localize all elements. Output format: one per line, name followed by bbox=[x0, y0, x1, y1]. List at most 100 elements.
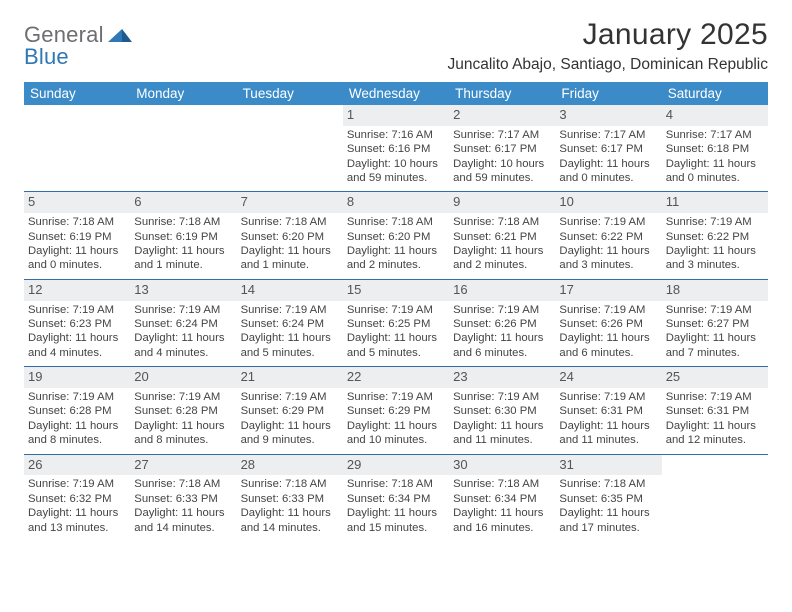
sunrise-line: Sunrise: 7:18 AM bbox=[453, 477, 551, 491]
day-number: 29 bbox=[343, 455, 449, 476]
daylight-line-1: Daylight: 11 hours bbox=[134, 419, 232, 433]
sunrise-line: Sunrise: 7:19 AM bbox=[134, 390, 232, 404]
daylight-line-1: Daylight: 11 hours bbox=[666, 331, 764, 345]
sunrise-line: Sunrise: 7:19 AM bbox=[28, 390, 126, 404]
sunset-line: Sunset: 6:22 PM bbox=[559, 230, 657, 244]
daylight-line-2: and 14 minutes. bbox=[134, 521, 232, 535]
calendar-cell: 29Sunrise: 7:18 AMSunset: 6:34 PMDayligh… bbox=[343, 454, 449, 541]
day-number: 21 bbox=[237, 367, 343, 388]
daylight-line-2: and 0 minutes. bbox=[559, 171, 657, 185]
daylight-line-2: and 12 minutes. bbox=[666, 433, 764, 447]
daylight-line-2: and 13 minutes. bbox=[28, 521, 126, 535]
calendar-header-row: SundayMondayTuesdayWednesdayThursdayFrid… bbox=[24, 82, 768, 105]
daylight-line-2: and 16 minutes. bbox=[453, 521, 551, 535]
calendar-body: 1Sunrise: 7:16 AMSunset: 6:16 PMDaylight… bbox=[24, 105, 768, 541]
sunset-line: Sunset: 6:19 PM bbox=[134, 230, 232, 244]
daylight-line-2: and 2 minutes. bbox=[347, 258, 445, 272]
calendar-cell bbox=[24, 105, 130, 192]
daylight-line-1: Daylight: 11 hours bbox=[347, 331, 445, 345]
day-number: 10 bbox=[555, 192, 661, 213]
calendar-cell: 27Sunrise: 7:18 AMSunset: 6:33 PMDayligh… bbox=[130, 454, 236, 541]
daylight-line-1: Daylight: 10 hours bbox=[453, 157, 551, 171]
sunrise-line: Sunrise: 7:19 AM bbox=[666, 303, 764, 317]
daylight-line-2: and 2 minutes. bbox=[453, 258, 551, 272]
weekday-header: Thursday bbox=[449, 82, 555, 105]
calendar-cell: 11Sunrise: 7:19 AMSunset: 6:22 PMDayligh… bbox=[662, 192, 768, 279]
brand-logo: GeneralBlue bbox=[24, 18, 132, 68]
daylight-line-2: and 3 minutes. bbox=[666, 258, 764, 272]
sunset-line: Sunset: 6:31 PM bbox=[666, 404, 764, 418]
day-number: 6 bbox=[130, 192, 236, 213]
sunrise-line: Sunrise: 7:19 AM bbox=[453, 303, 551, 317]
sunset-line: Sunset: 6:33 PM bbox=[241, 492, 339, 506]
sunrise-line: Sunrise: 7:19 AM bbox=[559, 303, 657, 317]
daylight-line-1: Daylight: 11 hours bbox=[453, 331, 551, 345]
calendar-cell: 14Sunrise: 7:19 AMSunset: 6:24 PMDayligh… bbox=[237, 279, 343, 366]
sunset-line: Sunset: 6:31 PM bbox=[559, 404, 657, 418]
daylight-line-2: and 10 minutes. bbox=[347, 433, 445, 447]
daylight-line-2: and 6 minutes. bbox=[453, 346, 551, 360]
sunset-line: Sunset: 6:35 PM bbox=[559, 492, 657, 506]
sunrise-line: Sunrise: 7:19 AM bbox=[559, 390, 657, 404]
weekday-header: Saturday bbox=[662, 82, 768, 105]
calendar-cell: 24Sunrise: 7:19 AMSunset: 6:31 PMDayligh… bbox=[555, 367, 661, 454]
sunset-line: Sunset: 6:24 PM bbox=[134, 317, 232, 331]
daylight-line-1: Daylight: 11 hours bbox=[241, 331, 339, 345]
daylight-line-1: Daylight: 11 hours bbox=[241, 244, 339, 258]
sunset-line: Sunset: 6:17 PM bbox=[559, 142, 657, 156]
calendar-week-row: 5Sunrise: 7:18 AMSunset: 6:19 PMDaylight… bbox=[24, 192, 768, 279]
day-number-blank bbox=[237, 105, 343, 126]
calendar-cell: 23Sunrise: 7:19 AMSunset: 6:30 PMDayligh… bbox=[449, 367, 555, 454]
daylight-line-1: Daylight: 11 hours bbox=[28, 244, 126, 258]
calendar-cell: 18Sunrise: 7:19 AMSunset: 6:27 PMDayligh… bbox=[662, 279, 768, 366]
calendar-cell: 28Sunrise: 7:18 AMSunset: 6:33 PMDayligh… bbox=[237, 454, 343, 541]
sunrise-line: Sunrise: 7:17 AM bbox=[453, 128, 551, 142]
day-number: 1 bbox=[343, 105, 449, 126]
sunset-line: Sunset: 6:30 PM bbox=[453, 404, 551, 418]
calendar-cell: 10Sunrise: 7:19 AMSunset: 6:22 PMDayligh… bbox=[555, 192, 661, 279]
daylight-line-1: Daylight: 11 hours bbox=[347, 244, 445, 258]
page: GeneralBlue January 2025 Juncalito Abajo… bbox=[0, 0, 792, 612]
sunrise-line: Sunrise: 7:18 AM bbox=[347, 215, 445, 229]
sunrise-line: Sunrise: 7:19 AM bbox=[241, 390, 339, 404]
daylight-line-1: Daylight: 11 hours bbox=[453, 244, 551, 258]
daylight-line-2: and 6 minutes. bbox=[559, 346, 657, 360]
sunrise-line: Sunrise: 7:17 AM bbox=[559, 128, 657, 142]
sunrise-line: Sunrise: 7:19 AM bbox=[28, 477, 126, 491]
daylight-line-1: Daylight: 11 hours bbox=[559, 506, 657, 520]
daylight-line-2: and 9 minutes. bbox=[241, 433, 339, 447]
calendar-cell: 3Sunrise: 7:17 AMSunset: 6:17 PMDaylight… bbox=[555, 105, 661, 192]
weekday-header: Monday bbox=[130, 82, 236, 105]
daylight-line-1: Daylight: 11 hours bbox=[347, 419, 445, 433]
daylight-line-2: and 0 minutes. bbox=[666, 171, 764, 185]
sunset-line: Sunset: 6:23 PM bbox=[28, 317, 126, 331]
daylight-line-1: Daylight: 11 hours bbox=[134, 506, 232, 520]
calendar-week-row: 19Sunrise: 7:19 AMSunset: 6:28 PMDayligh… bbox=[24, 367, 768, 454]
daylight-line-2: and 59 minutes. bbox=[347, 171, 445, 185]
calendar-cell: 22Sunrise: 7:19 AMSunset: 6:29 PMDayligh… bbox=[343, 367, 449, 454]
sunrise-line: Sunrise: 7:17 AM bbox=[666, 128, 764, 142]
sunrise-line: Sunrise: 7:18 AM bbox=[28, 215, 126, 229]
day-number: 20 bbox=[130, 367, 236, 388]
day-number: 16 bbox=[449, 280, 555, 301]
calendar-cell: 5Sunrise: 7:18 AMSunset: 6:19 PMDaylight… bbox=[24, 192, 130, 279]
calendar-cell: 21Sunrise: 7:19 AMSunset: 6:29 PMDayligh… bbox=[237, 367, 343, 454]
page-title: January 2025 bbox=[447, 18, 768, 52]
sunset-line: Sunset: 6:17 PM bbox=[453, 142, 551, 156]
daylight-line-1: Daylight: 11 hours bbox=[559, 331, 657, 345]
sunrise-line: Sunrise: 7:19 AM bbox=[28, 303, 126, 317]
calendar-cell bbox=[130, 105, 236, 192]
sunrise-line: Sunrise: 7:18 AM bbox=[241, 215, 339, 229]
daylight-line-2: and 8 minutes. bbox=[134, 433, 232, 447]
sunset-line: Sunset: 6:24 PM bbox=[241, 317, 339, 331]
sunset-line: Sunset: 6:25 PM bbox=[347, 317, 445, 331]
day-number: 26 bbox=[24, 455, 130, 476]
sunrise-line: Sunrise: 7:19 AM bbox=[666, 215, 764, 229]
daylight-line-2: and 5 minutes. bbox=[347, 346, 445, 360]
daylight-line-2: and 3 minutes. bbox=[559, 258, 657, 272]
sunrise-line: Sunrise: 7:19 AM bbox=[453, 390, 551, 404]
daylight-line-1: Daylight: 11 hours bbox=[559, 419, 657, 433]
sunset-line: Sunset: 6:33 PM bbox=[134, 492, 232, 506]
calendar-cell: 4Sunrise: 7:17 AMSunset: 6:18 PMDaylight… bbox=[662, 105, 768, 192]
daylight-line-1: Daylight: 11 hours bbox=[241, 419, 339, 433]
